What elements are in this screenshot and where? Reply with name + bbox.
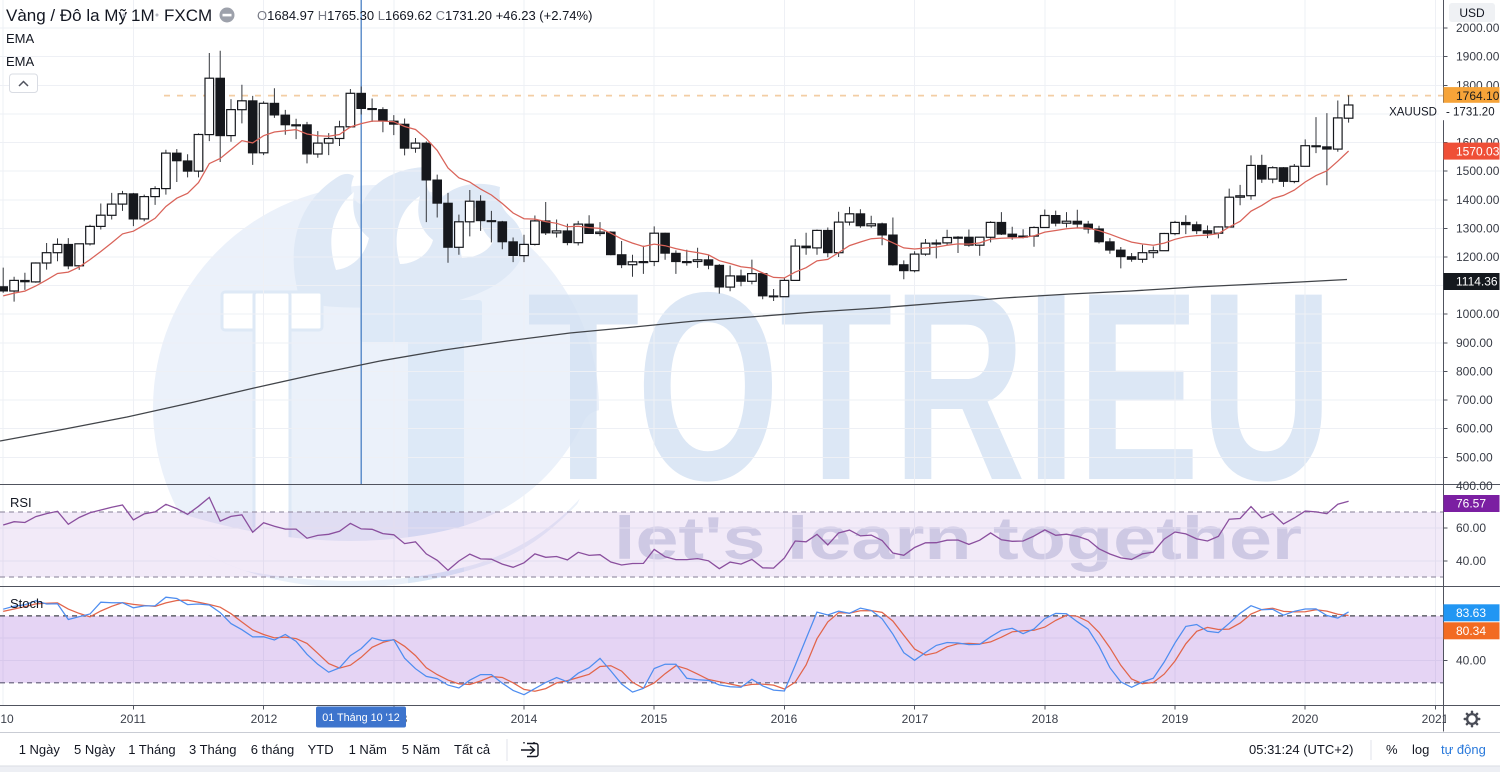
svg-text:05:31:24 (UTC+2): 05:31:24 (UTC+2)	[1249, 742, 1353, 757]
svg-text:EMA: EMA	[6, 31, 35, 46]
svg-text:1764.10: 1764.10	[1456, 89, 1500, 103]
svg-text:800.00: 800.00	[1456, 364, 1493, 378]
svg-text:2020: 2020	[1292, 712, 1319, 726]
svg-text:2011: 2011	[120, 712, 146, 726]
svg-text:2021: 2021	[1422, 712, 1449, 726]
svg-text:5 Ngày: 5 Ngày	[74, 742, 116, 757]
svg-text:Vàng / Đô la Mỹ: Vàng / Đô la Mỹ	[6, 6, 127, 25]
svg-text:1 Năm: 1 Năm	[349, 742, 387, 757]
svg-text:YTD: YTD	[308, 742, 334, 757]
svg-text:RSI: RSI	[10, 495, 32, 510]
svg-text:83.63: 83.63	[1456, 606, 1486, 620]
svg-text:1 Tháng: 1 Tháng	[128, 742, 175, 757]
svg-text:2017: 2017	[902, 712, 929, 726]
svg-text:1M: 1M	[131, 6, 155, 25]
svg-text:40.00: 40.00	[1456, 654, 1486, 668]
svg-text:76.57: 76.57	[1456, 497, 1486, 511]
svg-text:Stoch: Stoch	[10, 596, 43, 611]
svg-text:1500.00: 1500.00	[1456, 164, 1500, 178]
svg-text:FXCM: FXCM	[164, 6, 212, 25]
svg-text:2012: 2012	[251, 712, 278, 726]
svg-text:60.00: 60.00	[1456, 521, 1486, 535]
svg-text:- 1731.20: - 1731.20	[1446, 106, 1495, 118]
svg-text:1114.36: 1114.36	[1456, 275, 1498, 289]
svg-text:01 Tháng 10 '12: 01 Tháng 10 '12	[322, 712, 400, 724]
svg-text:2015: 2015	[641, 712, 668, 726]
svg-text:Tất cả: Tất cả	[454, 742, 491, 757]
svg-text:600.00: 600.00	[1456, 422, 1493, 436]
svg-text:2019: 2019	[1162, 712, 1189, 726]
svg-text:2010: 2010	[0, 712, 14, 726]
svg-text:2018: 2018	[1032, 712, 1059, 726]
svg-text:tự động: tự động	[1441, 742, 1486, 757]
svg-text:3 Tháng: 3 Tháng	[189, 742, 236, 757]
svg-text:XAUUSD: XAUUSD	[1389, 106, 1437, 118]
svg-text:1000.00: 1000.00	[1456, 307, 1500, 321]
svg-text:6 tháng: 6 tháng	[251, 742, 294, 757]
svg-text:400.00: 400.00	[1456, 479, 1493, 493]
svg-text:%: %	[1386, 742, 1398, 757]
svg-text:1300.00: 1300.00	[1456, 221, 1500, 235]
svg-text:2014: 2014	[511, 712, 538, 726]
svg-text:1570.03: 1570.03	[1456, 144, 1500, 158]
svg-text:TOTRIEU: TOTRIEU	[527, 236, 1333, 536]
svg-text:log: log	[1412, 742, 1429, 757]
svg-text:500.00: 500.00	[1456, 450, 1493, 464]
svg-text:2016: 2016	[771, 712, 798, 726]
svg-text:1200.00: 1200.00	[1456, 250, 1500, 264]
svg-text:900.00: 900.00	[1456, 336, 1493, 350]
svg-text:1400.00: 1400.00	[1456, 193, 1500, 207]
svg-text:2000.00: 2000.00	[1456, 21, 1500, 35]
svg-text:1900.00: 1900.00	[1456, 50, 1500, 64]
svg-text:USD: USD	[1459, 6, 1485, 20]
svg-text:1 Ngày: 1 Ngày	[19, 742, 61, 757]
svg-text:700.00: 700.00	[1456, 393, 1493, 407]
svg-text:5 Năm: 5 Năm	[402, 742, 440, 757]
svg-text:40.00: 40.00	[1456, 554, 1486, 568]
svg-text:O1684.97 H1765.30 L1669.62 C17: O1684.97 H1765.30 L1669.62 C1731.20 +46.…	[257, 8, 592, 23]
svg-text:EMA: EMA	[6, 54, 35, 69]
svg-text:80.34: 80.34	[1456, 624, 1486, 638]
